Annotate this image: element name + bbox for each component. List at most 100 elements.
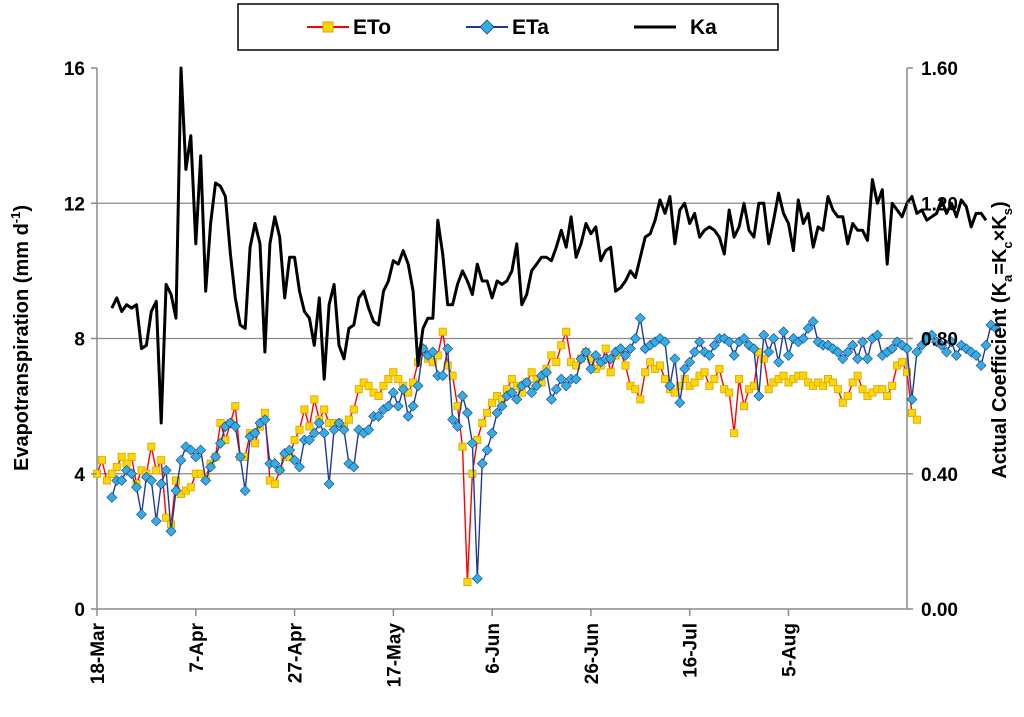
eta-point: [136, 508, 147, 520]
eta-point: [348, 461, 360, 473]
eto-point: [428, 358, 437, 367]
eta-point: [466, 437, 478, 449]
eto-point: [735, 375, 744, 384]
eto-point: [552, 358, 561, 367]
eta-point: [323, 478, 335, 490]
eto-point: [562, 327, 571, 336]
eta-point: [659, 336, 671, 348]
eta-point: [457, 390, 468, 402]
eta-point: [313, 417, 325, 429]
eto-point: [819, 381, 828, 390]
right-axis-ticks: 0.00 0.40 0.80 1.20 1.60: [907, 59, 958, 621]
eta-point: [155, 478, 167, 490]
eta-point: [926, 329, 938, 341]
eto-point: [660, 375, 669, 384]
eta-point: [634, 312, 646, 324]
eta-point: [373, 410, 384, 422]
right-tick-label: 1.60: [921, 59, 958, 80]
eto-point: [305, 422, 314, 431]
eta-point: [575, 353, 587, 365]
eto-point: [606, 368, 615, 377]
eto-point: [631, 385, 640, 394]
eta-point: [664, 380, 676, 392]
eto-point: [483, 408, 492, 417]
eto-point: [295, 425, 304, 434]
eto-point: [675, 381, 684, 390]
eta-point: [481, 444, 493, 456]
eta-point: [758, 329, 770, 341]
eta-point: [506, 387, 518, 399]
eto-point: [680, 375, 689, 384]
eta-point: [753, 390, 765, 402]
eto-point: [557, 341, 566, 350]
eta-point: [689, 346, 701, 358]
eto-point: [300, 405, 309, 414]
eto-point: [878, 385, 887, 394]
eto-point: [621, 361, 630, 370]
eta-point: [392, 400, 404, 412]
eta-point: [318, 427, 330, 439]
eto-point: [888, 381, 897, 390]
eta-point: [160, 464, 172, 476]
eta-point: [412, 380, 424, 392]
eta-point: [812, 336, 824, 348]
eto-point: [912, 415, 921, 424]
eta-point: [338, 424, 350, 436]
eta-point: [131, 481, 142, 493]
eta-point: [694, 336, 705, 348]
left-tick-label: 4: [74, 465, 85, 486]
eta-point: [778, 326, 789, 338]
eta-point: [397, 383, 409, 395]
eta-point: [274, 464, 286, 476]
eta-point: [175, 454, 187, 466]
eto-point: [907, 408, 916, 417]
eto-point: [740, 402, 749, 411]
eta-point: [585, 363, 597, 375]
eto-point: [656, 361, 665, 370]
eta-point: [363, 424, 375, 436]
eto-point: [903, 368, 912, 377]
eta-point: [471, 573, 483, 584]
eto-series: [93, 327, 921, 586]
eta-point: [121, 464, 133, 476]
left-tick-label: 12: [64, 194, 85, 215]
eta-point: [491, 407, 503, 419]
legend-eto-marker: [322, 21, 334, 33]
legend-eta-marker: [479, 19, 495, 35]
eto-point: [97, 456, 106, 465]
eto-point: [690, 378, 699, 387]
legend-eto-label: ETo: [353, 16, 391, 39]
eto-point: [843, 391, 852, 400]
eta-point: [531, 380, 542, 392]
x-tick-label: 5-Aug: [779, 623, 800, 677]
x-tick-label: 16-Jul: [681, 623, 702, 678]
eta-point: [684, 356, 696, 368]
eta-point: [289, 454, 300, 466]
eta-point: [783, 349, 794, 361]
eta-point: [916, 339, 928, 351]
eta-point: [308, 427, 320, 439]
right-axis-label: Actual Coefficient (Ka=Kc×Ks): [989, 201, 1015, 478]
eto-point: [636, 395, 645, 404]
ka-line: [110, 66, 988, 425]
eta-point: [402, 410, 414, 422]
eto-point: [374, 391, 383, 400]
eta-point: [215, 437, 226, 449]
eta-point: [970, 349, 982, 361]
eta-point: [224, 417, 236, 429]
eto-point: [463, 577, 472, 586]
legend: ETo ETa Ka: [237, 3, 779, 51]
eta-point: [476, 458, 488, 470]
eta-point: [654, 333, 666, 344]
eta-point: [605, 353, 617, 365]
eto-point: [320, 405, 329, 414]
eta-point: [679, 363, 691, 375]
eta-point: [728, 349, 740, 361]
eta-point: [387, 387, 399, 399]
eta-point: [708, 339, 720, 351]
eta-point: [896, 339, 908, 351]
eta-point: [738, 333, 750, 344]
eta-point: [748, 343, 760, 355]
eta-point: [906, 393, 918, 405]
